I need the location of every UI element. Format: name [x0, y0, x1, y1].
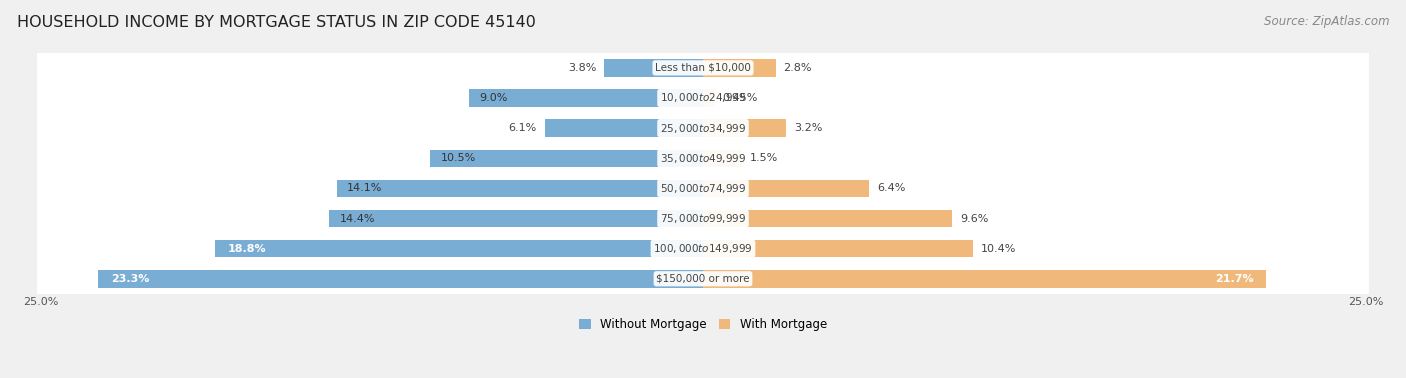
Text: 6.1%: 6.1%	[509, 123, 537, 133]
Bar	[703, 59, 776, 77]
FancyBboxPatch shape	[37, 80, 1369, 116]
Text: 10.5%: 10.5%	[441, 153, 477, 163]
Text: 0.45%: 0.45%	[723, 93, 758, 103]
Bar	[703, 150, 742, 167]
FancyBboxPatch shape	[37, 140, 1369, 176]
Text: $100,000 to $149,999: $100,000 to $149,999	[654, 242, 752, 255]
Bar	[703, 89, 714, 107]
Bar	[470, 89, 703, 107]
Text: 21.7%: 21.7%	[1215, 274, 1253, 284]
Text: $25,000 to $34,999: $25,000 to $34,999	[659, 122, 747, 135]
Text: $150,000 or more: $150,000 or more	[657, 274, 749, 284]
Text: 9.0%: 9.0%	[479, 93, 508, 103]
Bar	[544, 119, 703, 137]
Text: 14.1%: 14.1%	[347, 183, 382, 194]
Text: 25.0%: 25.0%	[22, 297, 58, 307]
Text: $75,000 to $99,999: $75,000 to $99,999	[659, 212, 747, 225]
Bar	[430, 150, 703, 167]
Text: 3.8%: 3.8%	[568, 63, 596, 73]
FancyBboxPatch shape	[37, 110, 1369, 146]
FancyBboxPatch shape	[37, 261, 1369, 297]
Bar	[337, 180, 703, 197]
Text: 3.2%: 3.2%	[794, 123, 823, 133]
Text: $50,000 to $74,999: $50,000 to $74,999	[659, 182, 747, 195]
Text: 10.4%: 10.4%	[981, 244, 1017, 254]
Legend: Without Mortgage, With Mortgage: Without Mortgage, With Mortgage	[579, 318, 827, 331]
Text: 2.8%: 2.8%	[783, 63, 813, 73]
Bar	[703, 210, 952, 227]
Text: HOUSEHOLD INCOME BY MORTGAGE STATUS IN ZIP CODE 45140: HOUSEHOLD INCOME BY MORTGAGE STATUS IN Z…	[17, 15, 536, 30]
Text: $35,000 to $49,999: $35,000 to $49,999	[659, 152, 747, 165]
Bar	[703, 240, 973, 257]
Text: 9.6%: 9.6%	[960, 214, 988, 223]
Text: 18.8%: 18.8%	[228, 244, 267, 254]
Text: 6.4%: 6.4%	[877, 183, 905, 194]
Bar	[215, 240, 703, 257]
FancyBboxPatch shape	[37, 170, 1369, 206]
FancyBboxPatch shape	[37, 231, 1369, 267]
Text: $10,000 to $24,999: $10,000 to $24,999	[659, 91, 747, 104]
Text: 25.0%: 25.0%	[1348, 297, 1384, 307]
Text: 1.5%: 1.5%	[749, 153, 778, 163]
Bar	[605, 59, 703, 77]
FancyBboxPatch shape	[37, 50, 1369, 86]
Text: Source: ZipAtlas.com: Source: ZipAtlas.com	[1264, 15, 1389, 28]
Text: 23.3%: 23.3%	[111, 274, 149, 284]
Bar	[98, 270, 703, 288]
Bar	[703, 119, 786, 137]
Text: Less than $10,000: Less than $10,000	[655, 63, 751, 73]
Bar	[703, 180, 869, 197]
Bar	[703, 270, 1267, 288]
FancyBboxPatch shape	[37, 200, 1369, 237]
Text: 14.4%: 14.4%	[339, 214, 375, 223]
Bar	[329, 210, 703, 227]
